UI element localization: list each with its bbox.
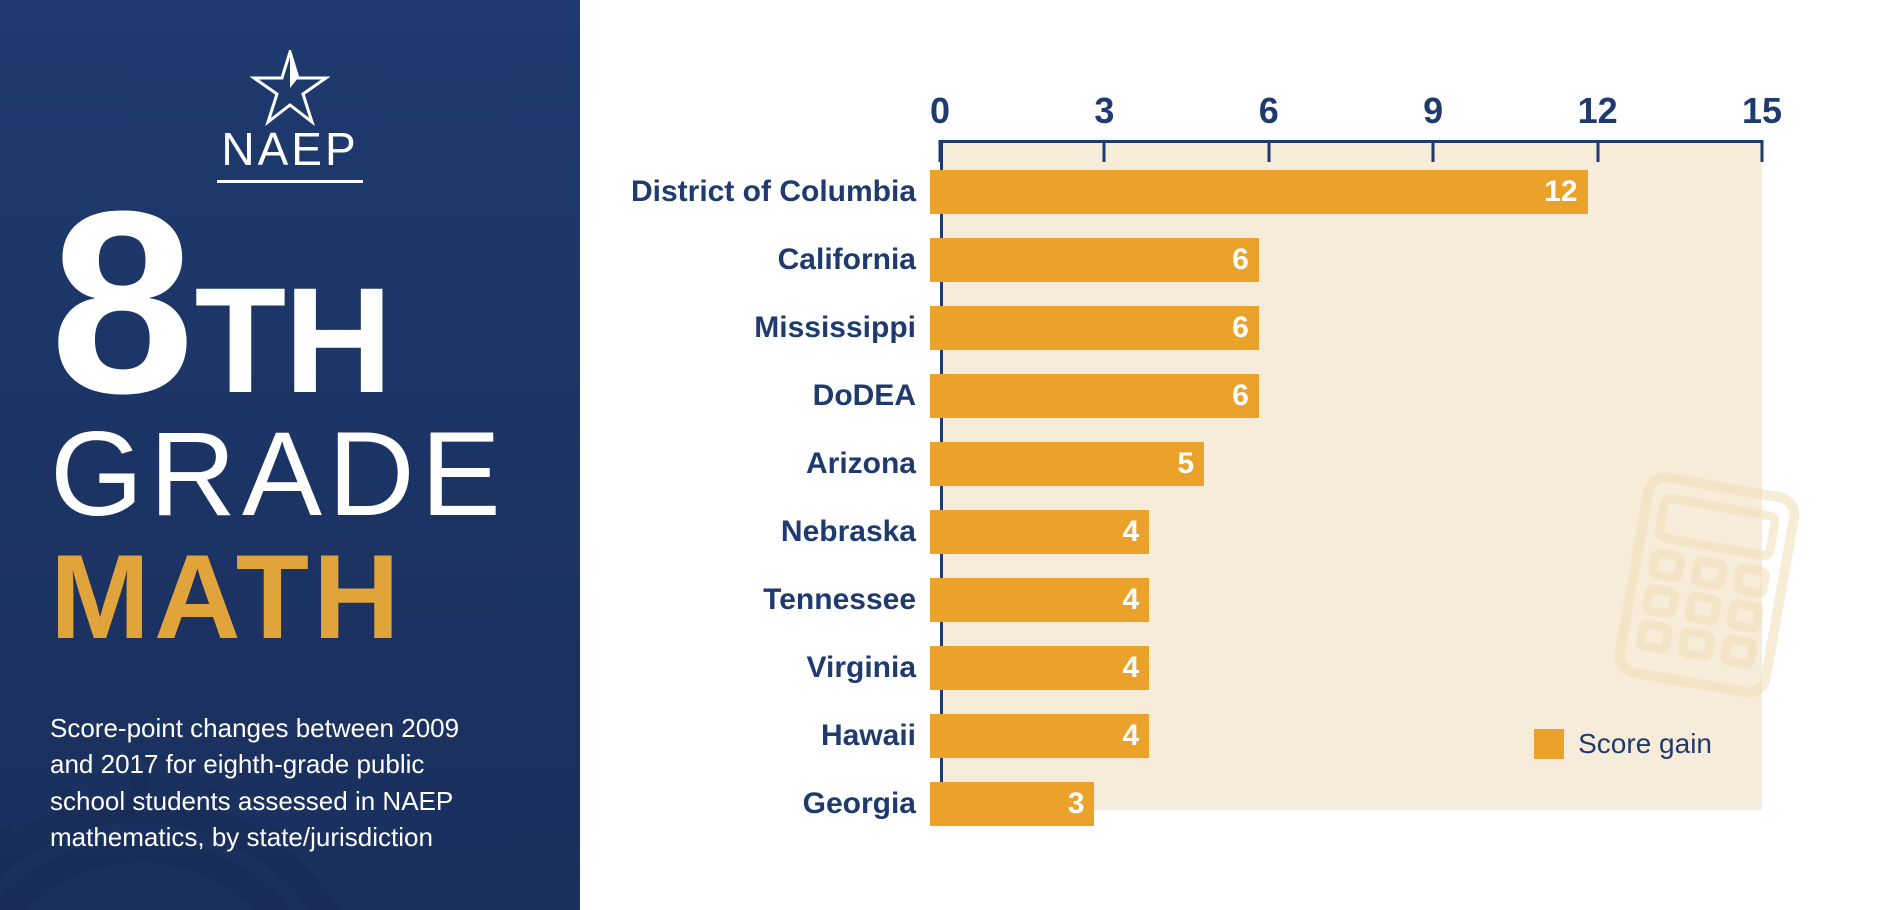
axis-tick	[1432, 140, 1435, 162]
category-label: Virginia	[620, 651, 930, 685]
title-suffix: TH	[195, 273, 391, 408]
axis-tick	[939, 140, 942, 162]
bar-row: District of Columbia 12	[620, 170, 1762, 214]
category-label: DoDEA	[620, 379, 930, 413]
axis-tick	[1103, 140, 1106, 162]
category-label: Georgia	[620, 787, 930, 821]
sidebar-panel: NAEP 8 TH GRADE MATH Score-point changes…	[0, 0, 580, 910]
bar: 4	[930, 578, 1149, 622]
axis-tick	[1761, 140, 1764, 162]
axis-tick	[1267, 140, 1270, 162]
bar: 4	[930, 510, 1149, 554]
bar-row: Tennessee 4	[620, 578, 1762, 622]
chart-panel: 0 3 6 9 12 15 District of Columbia 12 Californi…	[580, 0, 1902, 910]
star-icon	[250, 50, 330, 128]
category-label: California	[620, 243, 930, 277]
bar: 6	[930, 374, 1259, 418]
bar: 6	[930, 238, 1259, 282]
bar-row: Virginia 4	[620, 646, 1762, 690]
bar-value-label: 6	[1232, 243, 1249, 277]
bar-value-label: 4	[1123, 719, 1140, 753]
bar-value-label: 12	[1544, 175, 1577, 209]
bar-chart: 0 3 6 9 12 15 District of Columbia 12 Californi…	[620, 50, 1842, 860]
bar: 6	[930, 306, 1259, 350]
bar-value-label: 5	[1177, 447, 1194, 481]
category-label: District of Columbia	[620, 175, 930, 209]
bar-row: Arizona 5	[620, 442, 1762, 486]
bar-value-label: 6	[1232, 311, 1249, 345]
axis-tick-label: 9	[1423, 90, 1443, 132]
category-label: Tennessee	[620, 583, 930, 617]
bar: 12	[930, 170, 1588, 214]
axis-tick-label: 12	[1578, 90, 1618, 132]
chart-legend: Score gain	[1534, 728, 1712, 760]
category-label: Hawaii	[620, 719, 930, 753]
axis-tick-label: 6	[1259, 90, 1279, 132]
title-grade: GRADE	[50, 414, 530, 534]
title-digit: 8	[50, 193, 189, 414]
bar: 3	[930, 782, 1094, 826]
bar-value-label: 6	[1232, 379, 1249, 413]
axis-tick-label: 3	[1094, 90, 1114, 132]
bar-row: California 6	[620, 238, 1762, 282]
logo-text: NAEP	[217, 122, 362, 183]
bar-row: Nebraska 4	[620, 510, 1762, 554]
bar-row: DoDEA 6	[620, 374, 1762, 418]
bar: 4	[930, 714, 1149, 758]
category-label: Mississippi	[620, 311, 930, 345]
category-label: Arizona	[620, 447, 930, 481]
category-label: Nebraska	[620, 515, 930, 549]
bar-row: Mississippi 6	[620, 306, 1762, 350]
axis-tick-label: 15	[1742, 90, 1782, 132]
bar-value-label: 4	[1123, 515, 1140, 549]
bar-value-label: 4	[1123, 583, 1140, 617]
axis-tick	[1596, 140, 1599, 162]
legend-label: Score gain	[1578, 728, 1712, 760]
bar-value-label: 4	[1123, 651, 1140, 685]
axis-tick-label: 0	[930, 90, 950, 132]
title-math: MATH	[50, 534, 530, 660]
x-axis-line	[940, 140, 1762, 143]
sidebar-description: Score-point changes between 2009 and 201…	[50, 710, 490, 856]
title-block: 8 TH GRADE MATH	[50, 193, 530, 660]
bar: 5	[930, 442, 1204, 486]
bar-value-label: 3	[1068, 787, 1085, 821]
legend-swatch	[1534, 729, 1564, 759]
bar-row: Georgia 3	[620, 782, 1762, 826]
bar: 4	[930, 646, 1149, 690]
